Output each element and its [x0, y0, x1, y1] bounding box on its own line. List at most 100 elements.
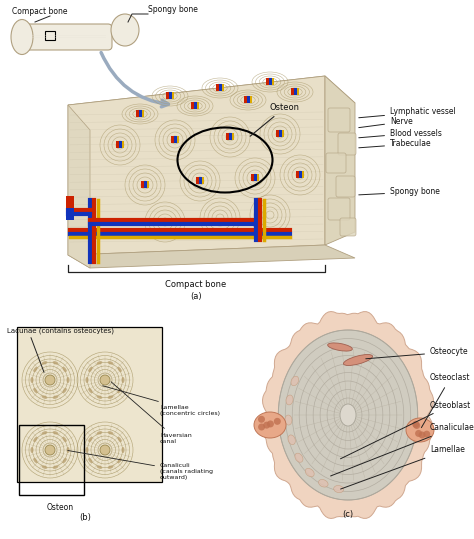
Ellipse shape: [328, 343, 352, 351]
Circle shape: [263, 421, 270, 429]
Bar: [219, 84, 222, 91]
Bar: [279, 130, 282, 137]
Ellipse shape: [88, 367, 92, 372]
Ellipse shape: [118, 437, 122, 442]
Ellipse shape: [295, 453, 303, 462]
Text: Lamellae: Lamellae: [341, 446, 465, 489]
Ellipse shape: [108, 361, 113, 364]
Bar: [196, 177, 199, 184]
Bar: [191, 102, 194, 109]
Ellipse shape: [334, 486, 344, 493]
Ellipse shape: [53, 361, 58, 364]
Ellipse shape: [254, 412, 286, 438]
Bar: [229, 133, 232, 140]
Bar: [296, 171, 299, 178]
Ellipse shape: [288, 435, 295, 445]
Bar: [144, 181, 147, 188]
Ellipse shape: [85, 447, 89, 453]
Ellipse shape: [305, 468, 314, 477]
Ellipse shape: [33, 388, 37, 393]
Bar: [199, 177, 202, 184]
FancyBboxPatch shape: [24, 24, 112, 50]
Bar: [19, 425, 84, 495]
Bar: [272, 78, 274, 85]
Text: Canaliculae: Canaliculae: [330, 424, 474, 476]
Bar: [250, 96, 253, 103]
Polygon shape: [263, 312, 434, 519]
FancyBboxPatch shape: [340, 218, 356, 236]
Bar: [291, 88, 294, 95]
Circle shape: [100, 445, 110, 455]
Bar: [222, 84, 225, 91]
FancyBboxPatch shape: [328, 108, 350, 132]
Polygon shape: [325, 76, 355, 245]
Text: Osteocyte: Osteocyte: [366, 348, 469, 359]
Bar: [119, 141, 122, 148]
Text: (c): (c): [342, 510, 354, 519]
Circle shape: [419, 432, 426, 439]
Text: Compact bone: Compact bone: [165, 280, 227, 289]
Ellipse shape: [63, 458, 67, 463]
Ellipse shape: [97, 396, 102, 399]
Bar: [269, 78, 272, 85]
Ellipse shape: [88, 388, 92, 393]
Text: Lymphatic vessel: Lymphatic vessel: [359, 107, 456, 118]
Ellipse shape: [88, 458, 92, 463]
Polygon shape: [278, 330, 418, 500]
Circle shape: [45, 375, 55, 385]
Text: Spongy bone: Spongy bone: [148, 5, 198, 14]
Circle shape: [413, 422, 420, 429]
Bar: [297, 88, 300, 95]
Ellipse shape: [344, 355, 373, 365]
Text: Blood vessels: Blood vessels: [359, 128, 442, 138]
Polygon shape: [68, 76, 325, 255]
Circle shape: [423, 431, 430, 438]
Text: Osteon: Osteon: [250, 103, 300, 136]
Ellipse shape: [108, 431, 113, 434]
Ellipse shape: [97, 431, 102, 434]
Text: (a): (a): [190, 292, 202, 301]
Bar: [17, 327, 162, 482]
Text: Nerve: Nerve: [359, 118, 413, 128]
Bar: [197, 102, 200, 109]
Circle shape: [274, 418, 281, 425]
Ellipse shape: [42, 465, 47, 469]
Ellipse shape: [33, 437, 37, 442]
Ellipse shape: [11, 19, 33, 54]
Ellipse shape: [108, 465, 113, 469]
Bar: [216, 84, 219, 91]
Ellipse shape: [30, 447, 34, 453]
FancyBboxPatch shape: [326, 153, 346, 173]
Text: Lacunae (contains osteocytes): Lacunae (contains osteocytes): [7, 327, 114, 334]
Ellipse shape: [97, 361, 102, 364]
Bar: [66, 196, 74, 208]
Circle shape: [415, 430, 422, 437]
Ellipse shape: [85, 377, 89, 383]
Bar: [139, 110, 142, 117]
Bar: [174, 136, 177, 143]
Ellipse shape: [340, 404, 356, 426]
Ellipse shape: [53, 396, 58, 399]
Text: Osteoclast: Osteoclast: [421, 374, 471, 427]
Circle shape: [267, 420, 274, 427]
Circle shape: [258, 424, 265, 431]
Bar: [257, 174, 259, 181]
Bar: [194, 102, 197, 109]
Ellipse shape: [30, 377, 34, 383]
Ellipse shape: [53, 431, 58, 434]
Circle shape: [412, 421, 419, 428]
Bar: [244, 96, 247, 103]
Ellipse shape: [42, 361, 47, 364]
Ellipse shape: [88, 437, 92, 442]
Bar: [254, 174, 257, 181]
FancyBboxPatch shape: [336, 176, 355, 197]
Text: (b): (b): [79, 513, 91, 522]
Bar: [169, 92, 172, 99]
Ellipse shape: [121, 447, 125, 453]
Bar: [66, 208, 74, 220]
Ellipse shape: [291, 376, 299, 386]
Bar: [45, 31, 55, 40]
Ellipse shape: [66, 377, 70, 383]
Bar: [172, 92, 174, 99]
Ellipse shape: [97, 465, 102, 469]
